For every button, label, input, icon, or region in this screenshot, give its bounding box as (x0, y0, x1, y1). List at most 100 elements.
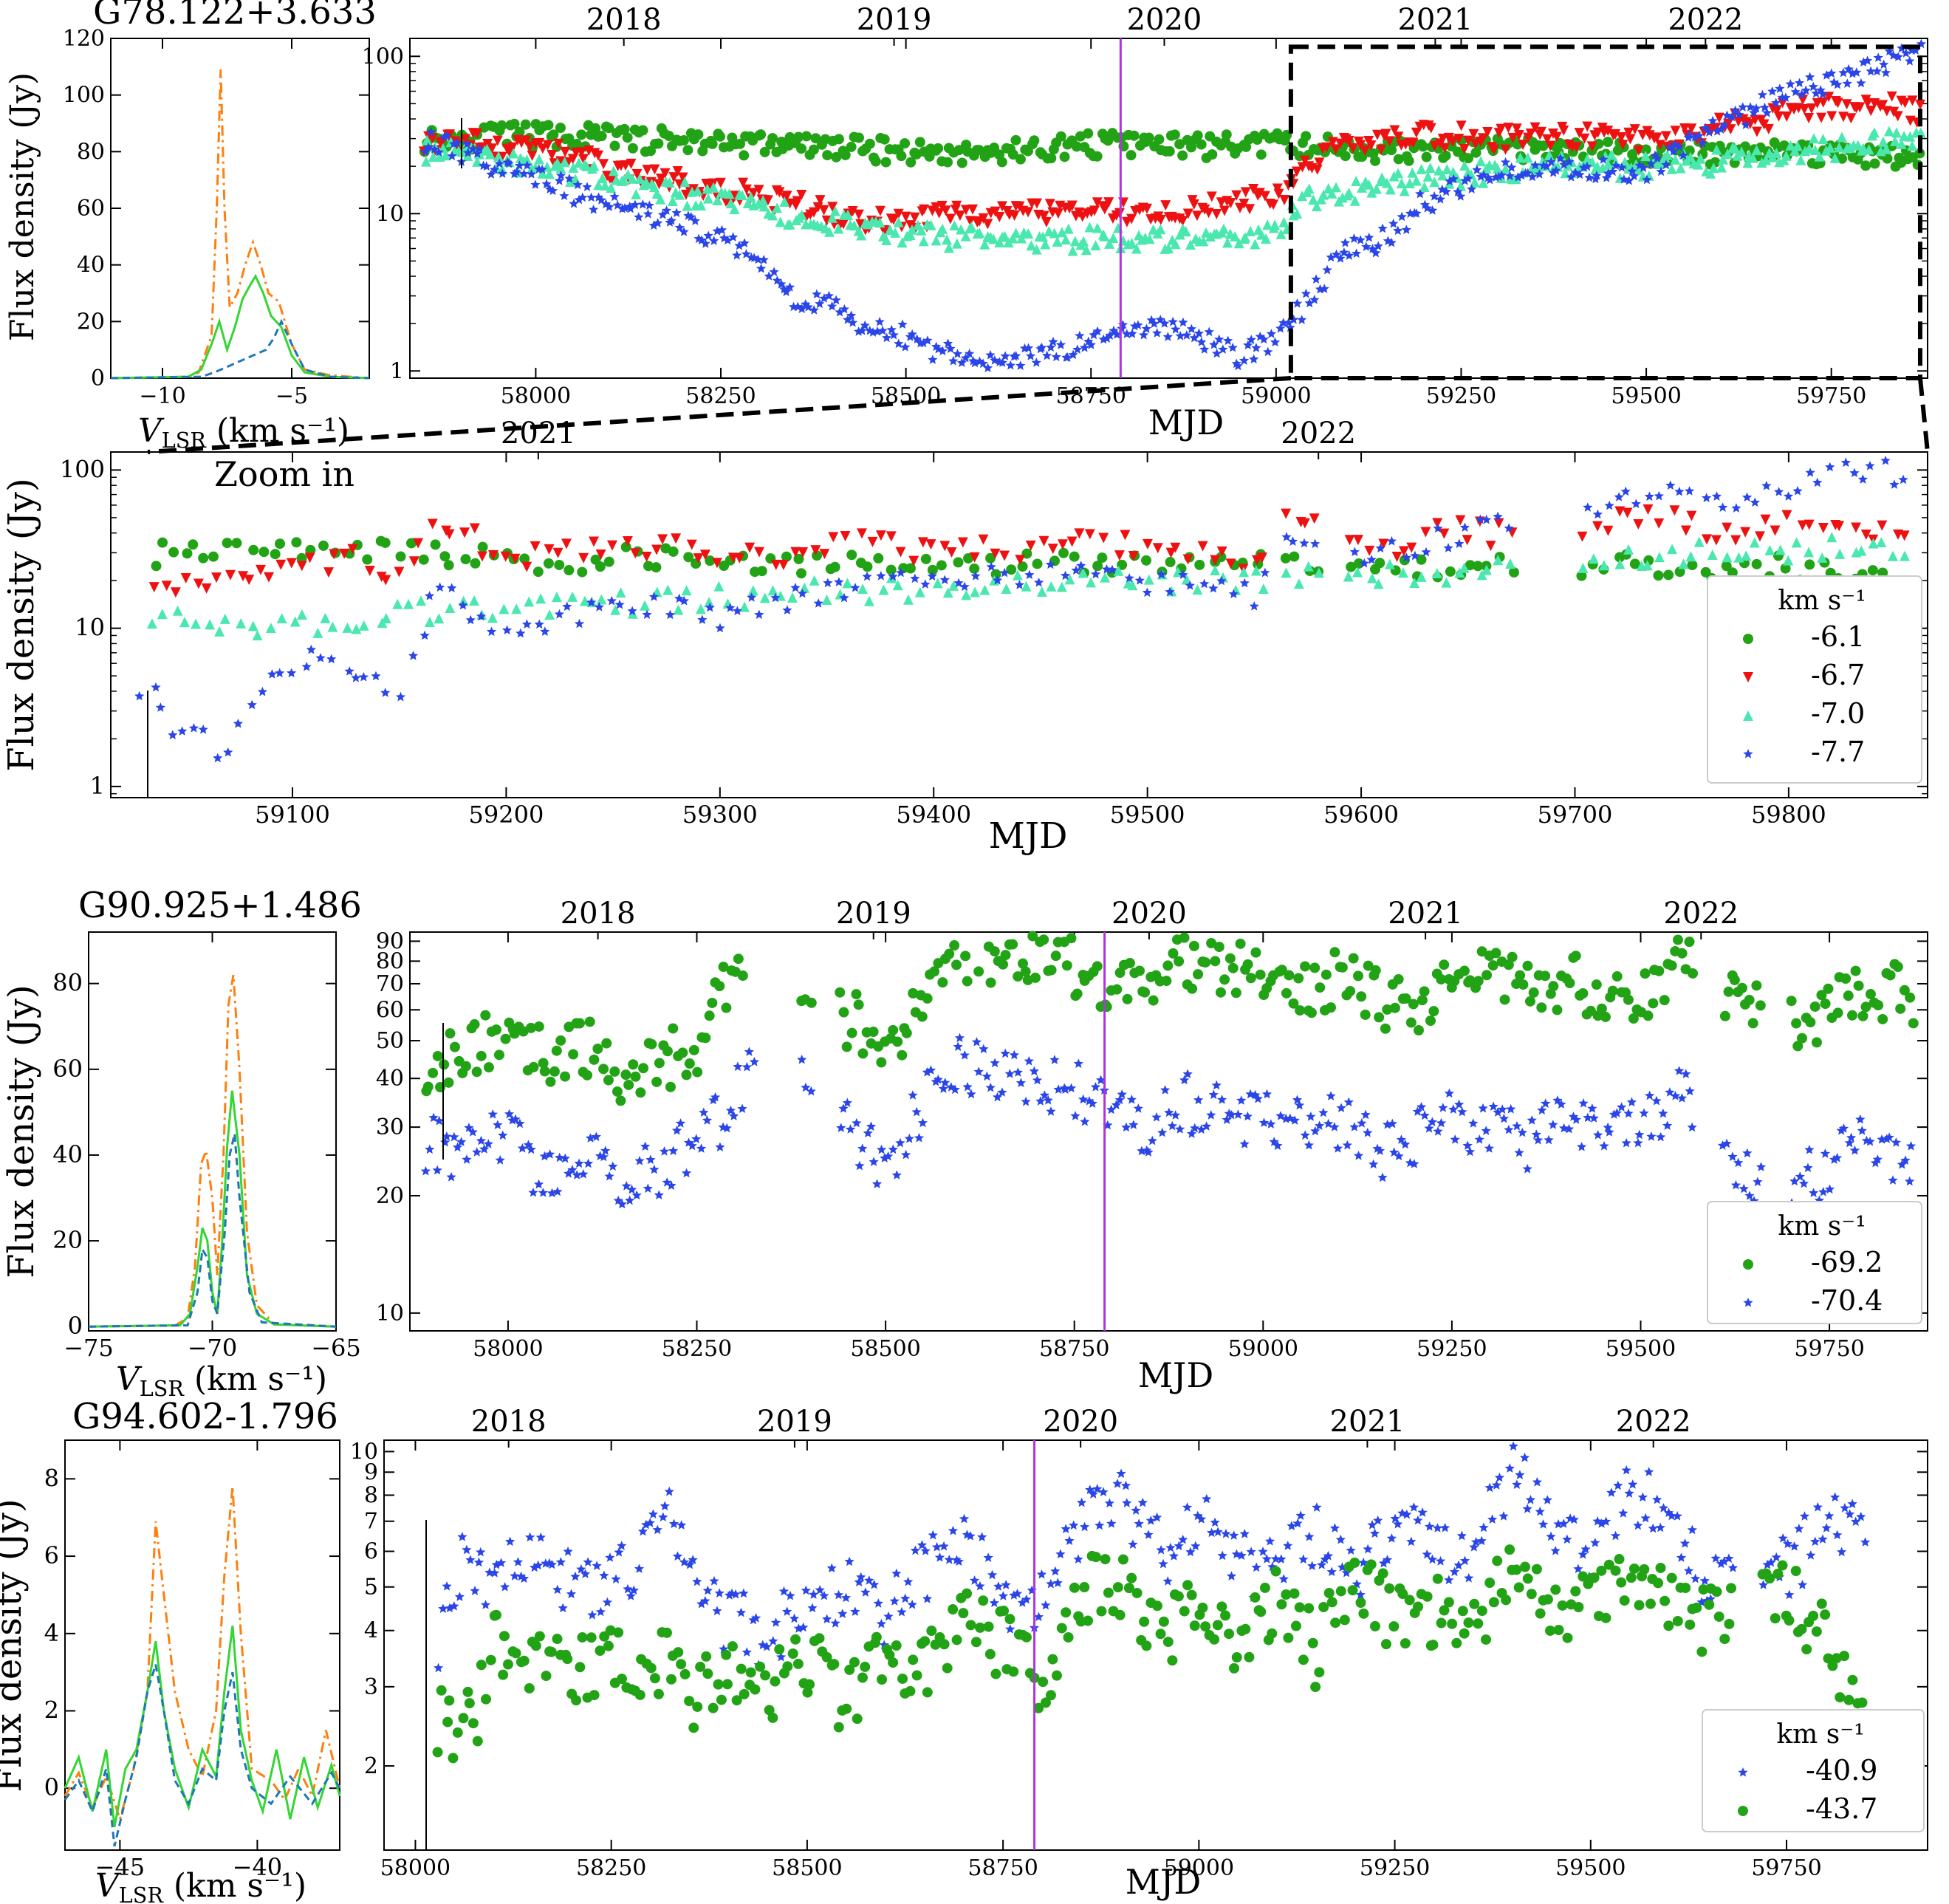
data-point (1667, 544, 1678, 555)
data-point (1844, 1137, 1854, 1148)
data-point (552, 547, 564, 558)
data-point (1520, 1561, 1531, 1572)
data-point (578, 192, 588, 202)
data-point (1705, 168, 1716, 179)
data-point (774, 187, 785, 198)
data-point (1397, 211, 1407, 222)
data-point (459, 527, 470, 538)
data-point (1863, 144, 1874, 155)
data-point (846, 310, 857, 321)
data-point (1536, 126, 1547, 137)
data-point (1168, 1551, 1179, 1561)
data-point (1742, 157, 1753, 168)
data-point (917, 1011, 928, 1022)
data-point (1488, 144, 1499, 155)
data-point (1663, 569, 1674, 581)
data-point (1213, 942, 1224, 953)
data-point (985, 552, 996, 564)
data-point (983, 1552, 993, 1562)
data-point (1617, 140, 1628, 151)
data-point (796, 209, 807, 220)
y-tick-label: 60 (77, 196, 105, 222)
data-point (1289, 1588, 1300, 1599)
data-point (1462, 135, 1473, 146)
data-point (1323, 1587, 1335, 1598)
data-point (1224, 1629, 1235, 1640)
data-point (1578, 1571, 1589, 1582)
x-tick-label: 59750 (1751, 1855, 1821, 1881)
data-point (1818, 89, 1828, 99)
data-point (781, 1606, 792, 1616)
data-point (1743, 1298, 1753, 1307)
data-point (449, 1131, 459, 1142)
data-point (1786, 996, 1797, 1007)
x-axis-label: MJD (1148, 403, 1224, 442)
data-point (978, 534, 989, 545)
data-point (716, 1694, 727, 1705)
data-point (978, 1595, 989, 1606)
data-point (1475, 514, 1486, 524)
data-point (605, 1552, 615, 1562)
data-point (573, 157, 584, 168)
data-point (1291, 166, 1302, 177)
data-point (1219, 205, 1230, 216)
data-point (1889, 479, 1900, 489)
data-point (1821, 70, 1832, 80)
year-label: 2018 (561, 897, 636, 931)
data-point (1114, 1609, 1126, 1620)
data-point (577, 1631, 588, 1643)
data-point (1564, 157, 1575, 166)
data-point (222, 538, 233, 549)
data-point (843, 209, 854, 220)
data-point (1314, 1667, 1325, 1678)
data-point (1778, 1533, 1788, 1543)
data-point (1476, 171, 1486, 182)
data-point (711, 558, 722, 569)
data-point (1623, 127, 1634, 138)
data-point (828, 532, 839, 543)
data-point (1160, 1085, 1171, 1095)
data-point (666, 1180, 677, 1191)
data-point (601, 1038, 612, 1049)
data-point (1592, 509, 1603, 519)
year-label: 2020 (1111, 897, 1187, 931)
data-point (1174, 229, 1185, 240)
data-point (617, 1541, 627, 1550)
data-point (960, 205, 971, 216)
data-point (1836, 1125, 1846, 1135)
data-point (821, 595, 832, 606)
data-point (1781, 150, 1792, 161)
data-point (936, 560, 947, 571)
data-point (1722, 552, 1733, 563)
data-point (602, 1597, 613, 1607)
data-point (1425, 162, 1436, 174)
data-point (526, 168, 537, 179)
data-point (1591, 979, 1602, 990)
data-point (1001, 583, 1012, 594)
data-point (979, 239, 990, 250)
data-point (1329, 1523, 1340, 1533)
data-point (265, 622, 276, 633)
data-point (1025, 540, 1036, 551)
data-point (1178, 569, 1188, 580)
data-point (504, 158, 514, 168)
data-point (951, 238, 962, 249)
data-point (1138, 329, 1149, 340)
data-point (1363, 960, 1374, 971)
data-point (969, 563, 980, 574)
data-point (1624, 1488, 1634, 1498)
year-label: 2021 (1388, 897, 1463, 931)
series--40_9 (433, 1441, 1871, 1673)
data-point (1218, 223, 1229, 234)
x-tick-label: 59750 (1796, 383, 1866, 409)
data-point (998, 959, 1009, 970)
data-point (1010, 351, 1021, 360)
data-point (1163, 242, 1174, 253)
data-point (1628, 171, 1640, 181)
data-point (1058, 547, 1069, 558)
data-point (380, 575, 391, 586)
data-point (919, 204, 930, 215)
data-point (844, 1664, 855, 1675)
data-point (318, 540, 329, 551)
